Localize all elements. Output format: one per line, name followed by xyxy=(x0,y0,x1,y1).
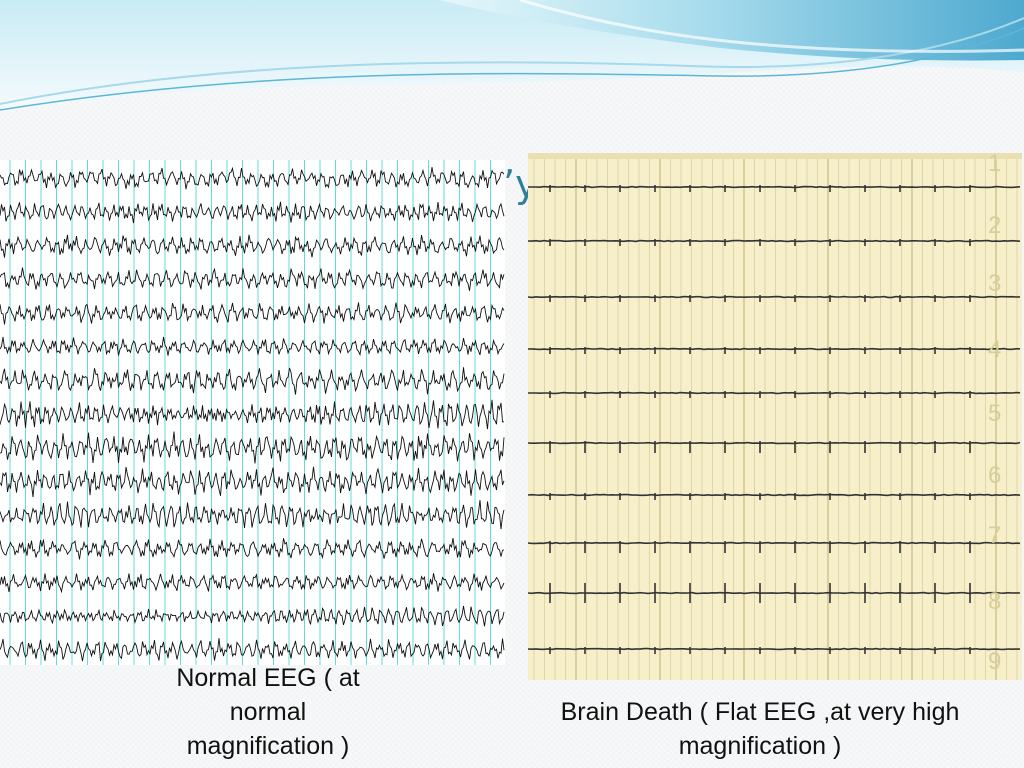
flat-eeg-channel-trace xyxy=(528,441,1021,445)
flat-eeg-channel-trace xyxy=(528,239,1021,243)
flat-eeg-channel-label: 7 xyxy=(988,522,1001,549)
normal-eeg-channel-trace xyxy=(0,638,505,662)
flat-eeg-channel-label: 9 xyxy=(988,648,1001,675)
normal-eeg-caption-line-3: magnification ) xyxy=(186,732,350,760)
normal-eeg-caption-line-1: Normal EEG ( at xyxy=(176,664,360,692)
flat-eeg-channel-trace xyxy=(528,493,1021,497)
flat-eeg-channel-label: 6 xyxy=(988,462,1001,489)
flat-eeg-channel-label: 5 xyxy=(988,400,1001,427)
normal-eeg-caption: Normal EEG ( at normal magnification ) xyxy=(118,661,418,763)
flat-eeg-channel-trace xyxy=(528,541,1021,545)
flat-eeg-channel-label: 4 xyxy=(988,336,1001,363)
flat-eeg-header-strip xyxy=(528,153,1022,159)
flat-eeg-channel-trace xyxy=(528,185,1021,189)
normal-eeg-channel-trace xyxy=(0,399,505,430)
flat-eeg-caption-line-1: Brain Death ( Flat EEG ,at very high xyxy=(560,698,960,726)
flat-eeg-caption-line-2: magnification ) xyxy=(678,732,842,760)
normal-eeg-channel-trace xyxy=(0,605,505,627)
normal-eeg-channel-trace xyxy=(0,267,505,291)
normal-eeg-channel-trace xyxy=(0,573,505,594)
flat-eeg-caption: Brain Death ( Flat EEG ,at very high mag… xyxy=(520,695,1000,763)
flat-eeg-channel-trace xyxy=(528,647,1020,651)
header-wave-decoration xyxy=(0,0,1024,112)
normal-eeg-channel-trace xyxy=(0,234,505,258)
flat-eeg-channel-label: 3 xyxy=(988,270,1001,297)
flat-eeg-channel-trace xyxy=(528,391,1021,395)
normal-eeg-channel-trace xyxy=(0,431,505,464)
normal-eeg-image xyxy=(0,160,505,665)
flat-eeg-channel-label: 1 xyxy=(988,153,1001,177)
flat-eeg-channel-label: 2 xyxy=(988,212,1001,239)
normal-eeg-caption-line-2: normal xyxy=(229,698,307,726)
normal-eeg-channel-trace xyxy=(0,538,505,560)
flat-eeg-channel-trace xyxy=(528,347,1020,351)
flat-eeg-channel-trace xyxy=(528,295,1021,299)
normal-eeg-channel-trace xyxy=(0,367,505,395)
normal-eeg-channel-trace xyxy=(0,336,505,357)
flat-eeg-image: 1 2 3 4 5 6 7 8 9 xyxy=(528,153,1022,680)
normal-eeg-channel-trace xyxy=(0,201,505,224)
flat-eeg-channel-trace xyxy=(528,591,1021,595)
normal-eeg-channel-trace xyxy=(0,166,505,190)
flat-eeg-channel-label: 8 xyxy=(988,588,1001,615)
normal-eeg-channel-trace xyxy=(0,500,505,530)
normal-eeg-channel-trace xyxy=(0,302,505,325)
normal-eeg-channel-trace xyxy=(0,466,505,498)
